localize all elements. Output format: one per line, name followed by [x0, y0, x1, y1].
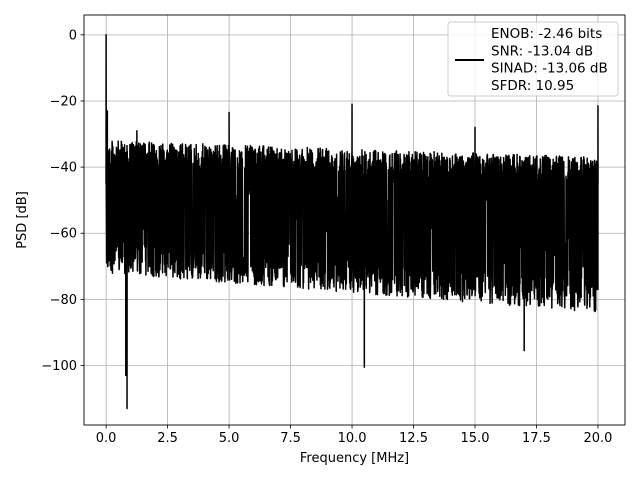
x-tick-label: 20.0 — [583, 431, 612, 446]
y-tick-label: −60 — [50, 227, 77, 242]
y-tick-label: −40 — [50, 161, 77, 176]
legend-line-sinad: SINAD: -13.06 dB — [491, 61, 608, 77]
legend-line-snr: SNR: -13.04 dB — [491, 43, 593, 59]
x-tick-label: 12.5 — [399, 431, 428, 446]
y-tick-label: −100 — [41, 359, 77, 374]
y-tick-label: −80 — [50, 293, 77, 308]
axes-frame — [83, 14, 626, 426]
legend: ENOB: -2.46 bits SNR: -13.04 dB SINAD: -… — [447, 21, 619, 97]
x-axis-label: Frequency [MHz] — [300, 451, 409, 466]
y-axis-label: PSD [dB] — [15, 191, 30, 249]
legend-box — [447, 21, 619, 97]
x-tick-label: 2.5 — [157, 431, 178, 446]
y-axis-ticks: 0 −20 −40 −60 −80 −100 — [41, 28, 84, 374]
y-tick-label: −20 — [50, 94, 77, 109]
x-tick-label: 0.0 — [96, 431, 117, 446]
x-tick-label: 5.0 — [219, 431, 240, 446]
y-tick-label: 0 — [69, 28, 77, 43]
x-tick-label: 17.5 — [522, 431, 551, 446]
x-axis-ticks: 0.0 2.5 5.0 7.5 10.0 12.5 15.0 17.5 20.0 — [96, 425, 612, 446]
x-tick-label: 15.0 — [461, 431, 490, 446]
x-tick-label: 10.0 — [338, 431, 367, 446]
legend-line-enob: ENOB: -2.46 bits — [491, 26, 602, 42]
x-tick-label: 7.5 — [280, 431, 301, 446]
psd-series — [105, 34, 599, 410]
psd-trace — [105, 34, 599, 410]
legend-line-sfdr: SFDR: 10.95 — [491, 78, 574, 94]
